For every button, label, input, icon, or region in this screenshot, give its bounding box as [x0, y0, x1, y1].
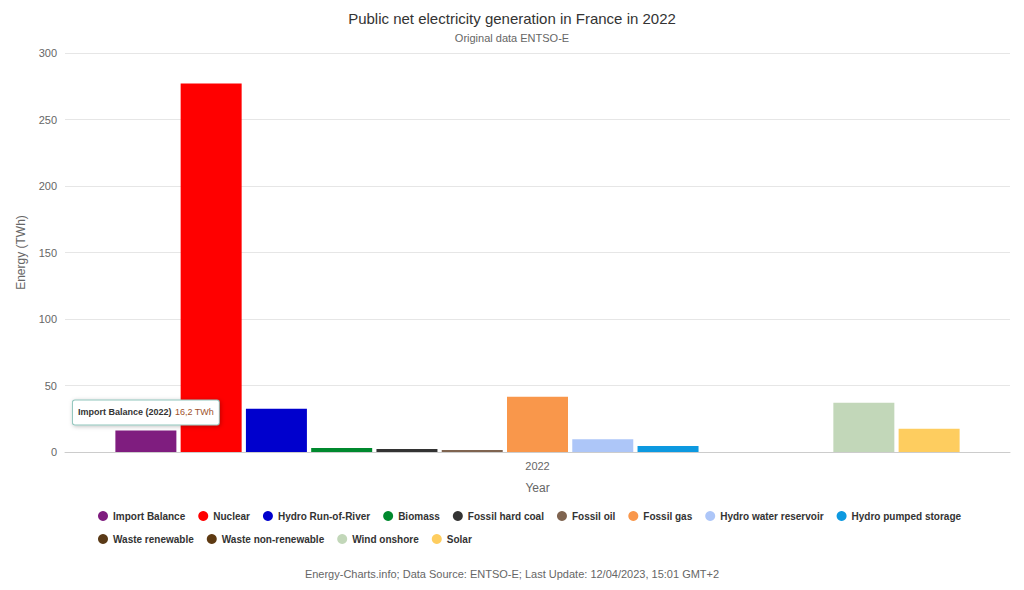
svg-text:Biomass: Biomass [398, 511, 440, 522]
svg-text:100: 100 [39, 313, 57, 325]
svg-text:Solar: Solar [447, 534, 472, 545]
svg-text:Wind onshore: Wind onshore [352, 534, 419, 545]
svg-text:Hydro water reservoir: Hydro water reservoir [720, 511, 823, 522]
svg-text:Energy-Charts.info; Data Sourc: Energy-Charts.info; Data Source: ENTSO-E… [305, 568, 719, 580]
svg-text:Hydro Run-of-River: Hydro Run-of-River [278, 511, 370, 522]
svg-text:200: 200 [39, 180, 57, 192]
svg-text:Public net electricity generat: Public net electricity generation in Fra… [348, 10, 676, 27]
svg-text:Waste non-renewable: Waste non-renewable [222, 534, 325, 545]
svg-text:Import Balance (2022): Import Balance (2022) [78, 407, 172, 417]
svg-text:0: 0 [51, 446, 57, 458]
svg-text:16,2 TWh: 16,2 TWh [175, 407, 214, 417]
svg-text:250: 250 [39, 114, 57, 126]
svg-text:300: 300 [39, 47, 57, 59]
svg-text:Fossil oil: Fossil oil [572, 511, 616, 522]
svg-text:Waste renewable: Waste renewable [113, 534, 194, 545]
svg-text:50: 50 [45, 380, 57, 392]
svg-text:Nuclear: Nuclear [213, 511, 250, 522]
svg-text:150: 150 [39, 247, 57, 259]
svg-text:Fossil gas: Fossil gas [643, 511, 692, 522]
svg-text:2022: 2022 [525, 460, 549, 472]
svg-text:Fossil hard coal: Fossil hard coal [468, 511, 544, 522]
svg-text:Hydro pumped storage: Hydro pumped storage [852, 511, 962, 522]
svg-text:Original data ENTSO-E: Original data ENTSO-E [455, 32, 569, 44]
svg-text:Energy (TWh): Energy (TWh) [14, 215, 28, 290]
svg-text:Year: Year [525, 481, 549, 495]
svg-text:Import Balance: Import Balance [113, 511, 186, 522]
